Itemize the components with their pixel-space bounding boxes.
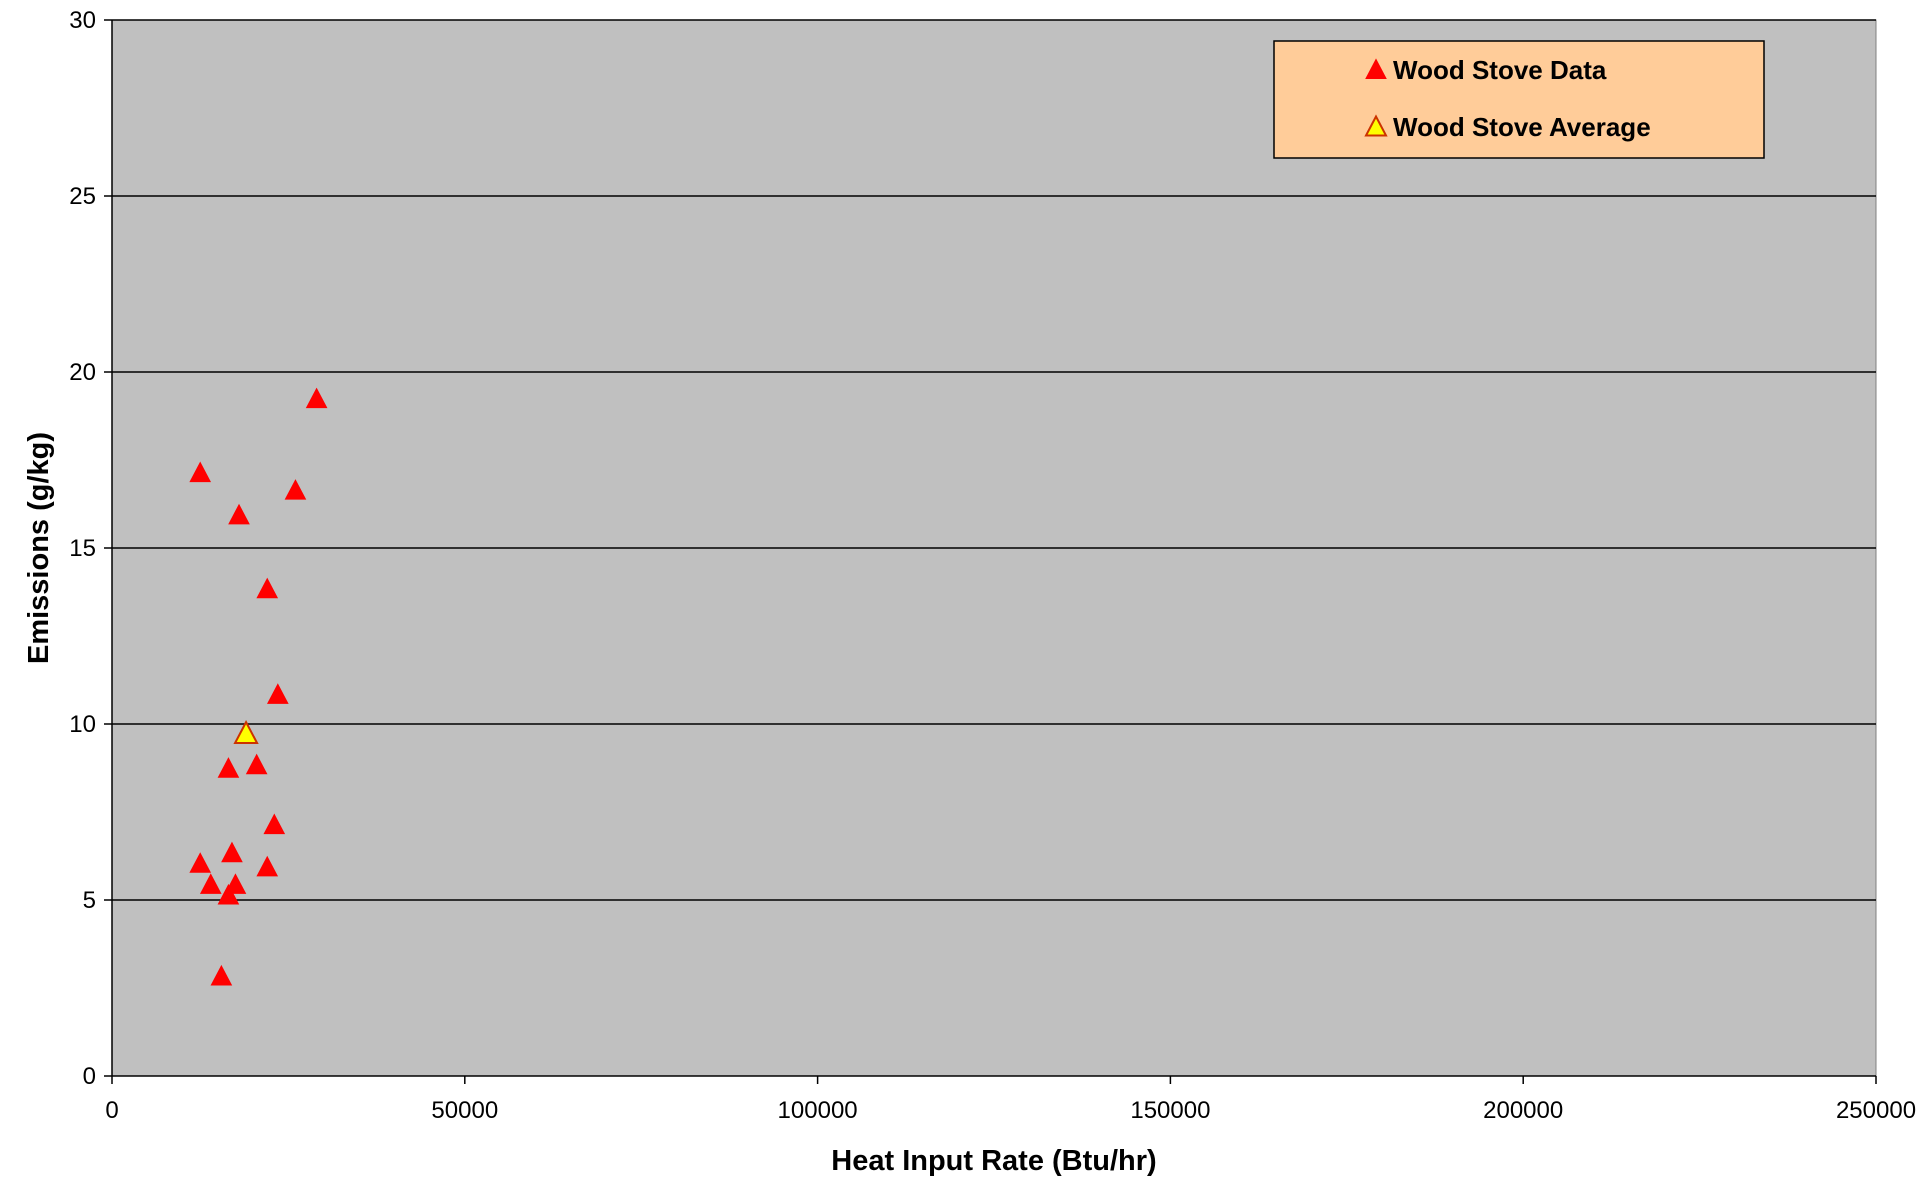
legend-label-wood-stove-average: Wood Stove Average [1393,112,1651,142]
data-point [189,461,212,483]
data-point [266,683,289,704]
y-axis-title: Emissions (g/kg) [23,432,55,664]
legend-marker-wood-stove-average [1364,114,1388,137]
data-points [189,387,328,986]
data-point [256,577,279,599]
y-tick-label: 10 [69,711,96,738]
data-point [221,841,243,863]
data-point [305,387,328,409]
y-tick-label: 30 [69,7,96,34]
legend-marker-wood-stove-data [1365,58,1387,79]
data-point [217,757,240,778]
data-point [189,852,212,873]
data-point [256,855,279,877]
y-tick-label: 5 [83,887,96,914]
data-point [199,873,222,894]
grid-lines [112,19,1876,901]
legend-label-wood-stove-data: Wood Stove Data [1393,55,1607,85]
legend: Wood Stove Data Wood Stove Average [1273,40,1765,159]
x-axis-title: Heat Input Rate (Btu/hr) [831,1145,1156,1177]
y-tick-label: 25 [69,183,96,210]
data-point [210,964,233,986]
y-tick-label: 20 [69,359,96,386]
data-point [284,479,307,500]
legend-box [1273,40,1765,159]
data-point [228,503,250,525]
y-tick-label: 15 [69,535,96,562]
x-tick-label: 0 [105,1097,118,1124]
x-tick-label: 100000 [778,1097,858,1124]
x-tick-label: 150000 [1130,1097,1210,1124]
tick-labels: 0 5 10 15 20 25 30 0 50000 100000 150000 200000 2500… [69,7,1916,1124]
x-tick-label: 250000 [1836,1097,1916,1124]
data-point [217,883,240,905]
data-point [245,753,268,775]
average-point [233,719,259,745]
x-tick-label: 50000 [431,1097,498,1124]
x-tick-label: 200000 [1483,1097,1563,1124]
y-tick-label: 0 [83,1063,96,1090]
data-point [263,813,286,835]
